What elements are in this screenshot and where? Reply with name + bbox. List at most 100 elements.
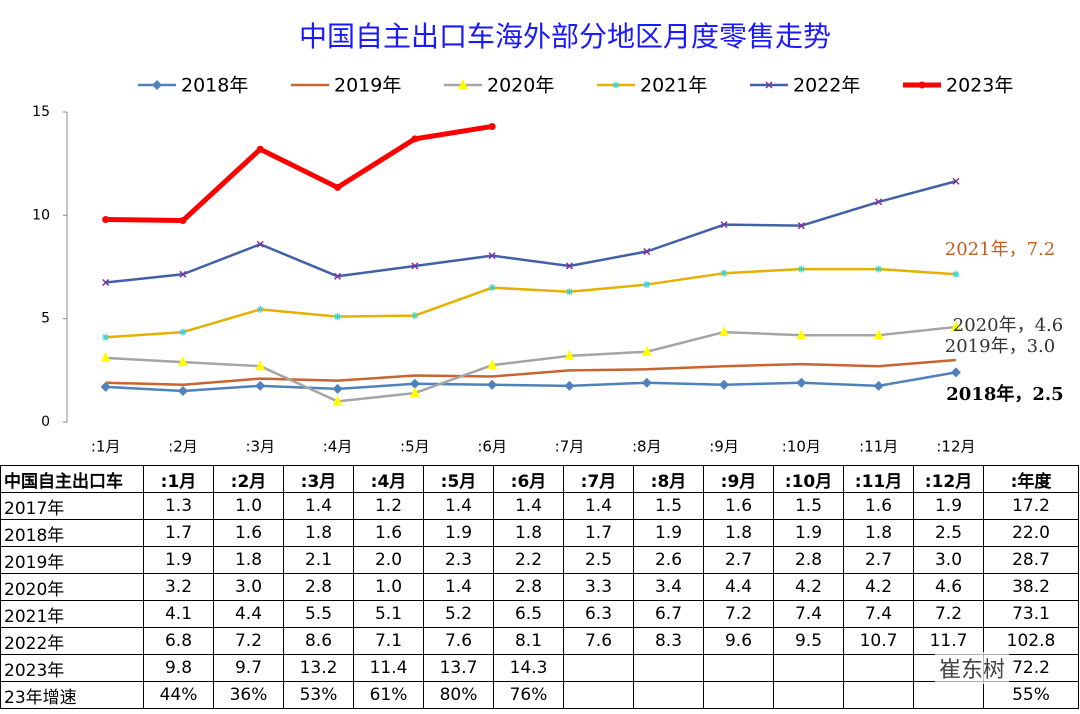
table-cell: 1.9 <box>633 519 704 547</box>
marker <box>564 349 575 360</box>
marker <box>875 198 883 206</box>
table-cell: 4.6 <box>913 573 984 601</box>
table-cell: 3.0 <box>913 546 984 574</box>
marker <box>332 383 343 394</box>
table-row: 2020年 3.2 3.0 2.8 1.0 1.4 2.8 3.3 3.4 4.4 4.2 4.2 4.… <box>0 573 1079 601</box>
table-cell: 7.6 <box>563 627 634 655</box>
marker <box>334 313 342 321</box>
table-cell: 1.8 <box>703 519 774 547</box>
table-cell: 2.5 <box>913 519 984 547</box>
table-cell: :3月 <box>283 465 354 493</box>
y-tick-label: 10 <box>32 207 50 223</box>
x-tick-label: :1月 <box>91 438 121 456</box>
table-cell: 10.7 <box>843 627 914 655</box>
x-tick-label: :5月 <box>400 438 430 456</box>
legend-label: 2023年 <box>946 75 1013 97</box>
marker <box>641 377 652 388</box>
table-cell: 1.9 <box>773 519 844 547</box>
table-cell <box>563 681 634 709</box>
table-cell: 2018年 <box>0 519 144 547</box>
table-cell: 1.0 <box>213 492 284 520</box>
marker <box>409 378 420 389</box>
table-cell: 2.2 <box>493 546 564 574</box>
table-cell <box>843 654 914 682</box>
x-tick-label: :6月 <box>477 438 507 456</box>
table-cell <box>563 654 634 682</box>
table-cell: 2.8 <box>283 573 354 601</box>
table-cell <box>633 654 704 682</box>
marker <box>458 79 468 89</box>
marker <box>720 269 728 277</box>
legend-label: 2018年 <box>181 75 248 97</box>
marker <box>797 222 805 230</box>
marker <box>720 221 728 229</box>
table-cell <box>773 681 844 709</box>
marker <box>719 326 730 337</box>
marker <box>488 122 496 130</box>
watermark: 崔东树 <box>935 652 1010 684</box>
table-cell: 1.8 <box>843 519 914 547</box>
table-cell: 2.1 <box>283 546 354 574</box>
marker <box>565 262 573 270</box>
table-cell: 5.5 <box>283 600 354 628</box>
marker <box>565 288 573 296</box>
table-row: 23年增速 44% 36% 53% 61% 80% 76% 55% <box>0 681 1079 709</box>
table-cell <box>773 654 844 682</box>
marker <box>334 183 342 191</box>
table-cell <box>843 681 914 709</box>
chart-title: 中国自主出口车海外部分地区月度零售走势 <box>299 20 831 53</box>
marker <box>488 252 496 260</box>
table-cell: :1月 <box>143 465 214 493</box>
table-cell: 4.2 <box>843 573 914 601</box>
table-cell: 2017年 <box>0 492 144 520</box>
marker <box>875 265 883 273</box>
marker <box>643 247 651 256</box>
marker <box>179 270 187 278</box>
x-tick-label: :12月 <box>936 438 975 456</box>
table-cell: 2.7 <box>843 546 914 574</box>
marker <box>796 377 807 388</box>
table-cell: 73.1 <box>983 600 1079 628</box>
legend-label: 2022年 <box>793 75 860 97</box>
table-cell: 2.8 <box>773 546 844 574</box>
marker <box>950 367 961 378</box>
table-cell: 1.4 <box>423 573 494 601</box>
table-cell: 2022年 <box>0 627 144 655</box>
table-cell: 8.1 <box>493 627 564 655</box>
table-cell: 9.7 <box>213 654 284 682</box>
marker <box>950 320 961 331</box>
table-cell: 53% <box>283 681 354 709</box>
table-cell: :11月 <box>843 465 914 493</box>
series-line <box>105 267 957 339</box>
series-line <box>105 123 493 223</box>
table-cell: 38.2 <box>983 573 1079 601</box>
table-cell: 9.8 <box>143 654 214 682</box>
table-row: 2022年 6.8 7.2 8.6 7.1 7.6 8.1 7.6 8.3 9.6 9.5 10.7 1… <box>0 627 1079 655</box>
annotation: 2019年，3.0 <box>945 336 1055 357</box>
table-cell: 2.8 <box>493 573 564 601</box>
table-cell: 28.7 <box>983 546 1079 574</box>
marker <box>765 81 773 89</box>
marker <box>256 240 264 248</box>
table-cell: :5月 <box>423 465 494 493</box>
marker <box>796 329 807 340</box>
table-cell: 3.4 <box>633 573 704 601</box>
table-cell: 1.0 <box>353 573 424 601</box>
table-cell: 1.4 <box>283 492 354 520</box>
table-cell: 2.3 <box>423 546 494 574</box>
table-cell: 2.5 <box>563 546 634 574</box>
table-cell <box>703 654 774 682</box>
table-cell: 4.4 <box>703 573 774 601</box>
table-cell: 9.6 <box>703 627 774 655</box>
table-cell: 2.0 <box>353 546 424 574</box>
table-cell: 3.2 <box>143 573 214 601</box>
y-tick-label: 15 <box>32 104 50 120</box>
x-tick-label: :4月 <box>323 438 353 456</box>
table-cell: 1.7 <box>143 519 214 547</box>
marker <box>719 379 730 390</box>
marker <box>873 329 884 340</box>
legend-label: 2020年 <box>487 75 554 97</box>
table-cell: 6.3 <box>563 600 634 628</box>
table-cell: 23年增速 <box>0 681 144 709</box>
table-cell: 1.5 <box>633 492 704 520</box>
